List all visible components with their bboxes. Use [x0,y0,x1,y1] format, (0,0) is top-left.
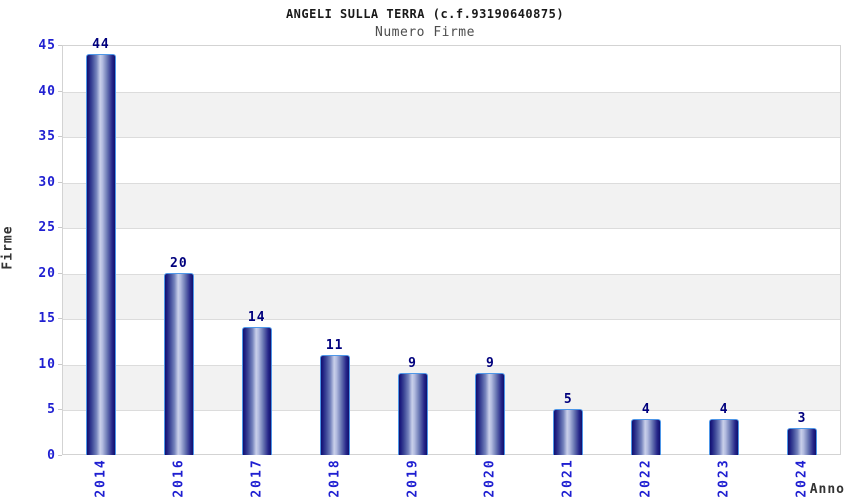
bar-value-label: 44 [92,37,110,53]
chart-subtitle: Numero Firme [375,25,475,40]
gridline [63,228,840,230]
gridline [63,319,840,321]
x-tick-label: 2017 [249,458,265,498]
x-axis-label: Anno [809,482,845,497]
y-tick-mark [58,363,62,365]
x-tick-label: 2018 [327,458,343,498]
gridline [63,137,840,139]
x-tick-label: 2020 [482,458,498,498]
gridline [63,364,840,366]
x-tick-label: 2019 [405,458,421,498]
bar-value-label: 20 [170,255,188,271]
y-tick-mark [58,409,62,411]
bar [163,272,194,455]
y-tick-label: 0 [47,448,56,463]
y-axis-label: Firme [0,225,16,270]
x-tick-label: 2023 [716,458,732,498]
bar [85,54,116,455]
y-tick-mark [58,90,62,92]
y-tick-label: 35 [38,129,56,145]
y-grid-band [63,137,840,183]
y-tick-mark [58,272,62,274]
y-tick-label: 10 [38,356,56,372]
y-grid-band [63,46,840,92]
bar-value-label: 3 [797,410,807,426]
bar-value-label: 9 [486,356,495,371]
y-tick-label: 25 [38,220,56,236]
gridline [63,410,840,412]
bar [787,427,818,455]
y-tick-label: 30 [38,174,56,190]
x-tick-label: 2016 [171,458,187,498]
bar [709,418,740,455]
bar [631,418,662,455]
bar [397,373,428,455]
y-grid-band [63,182,840,229]
y-tick-label: 5 [47,402,56,418]
bar [475,373,506,455]
x-tick-label: 2024 [794,458,810,498]
bar-value-label: 4 [641,401,651,417]
x-tick-label: 2021 [560,458,576,498]
y-grid-band [63,91,840,138]
bar-value-label: 9 [408,356,417,371]
bar-value-label: 11 [325,337,344,353]
y-tick-label: 20 [38,265,56,281]
bar [241,327,272,455]
y-tick-label: 40 [38,83,56,99]
chart-title: ANGELI SULLA TERRA (c.f.93190640875) [285,7,565,21]
y-tick-mark [58,181,62,183]
gridline [63,91,840,93]
y-tick-mark [58,227,62,229]
y-tick-mark [58,45,62,46]
y-tick-label: 45 [38,38,56,53]
bar [553,409,584,455]
y-tick-mark [58,318,62,320]
bar-value-label: 14 [247,310,266,326]
y-tick-label: 15 [38,311,56,327]
bar-value-label: 5 [563,392,573,408]
bar [319,354,350,455]
y-tick-mark [58,136,62,138]
bar-value-label: 4 [719,401,729,417]
gridline [63,182,840,184]
x-tick-label: 2022 [638,458,654,498]
gridline [63,273,840,275]
y-tick-mark [58,455,62,456]
x-tick-label: 2014 [93,458,109,498]
